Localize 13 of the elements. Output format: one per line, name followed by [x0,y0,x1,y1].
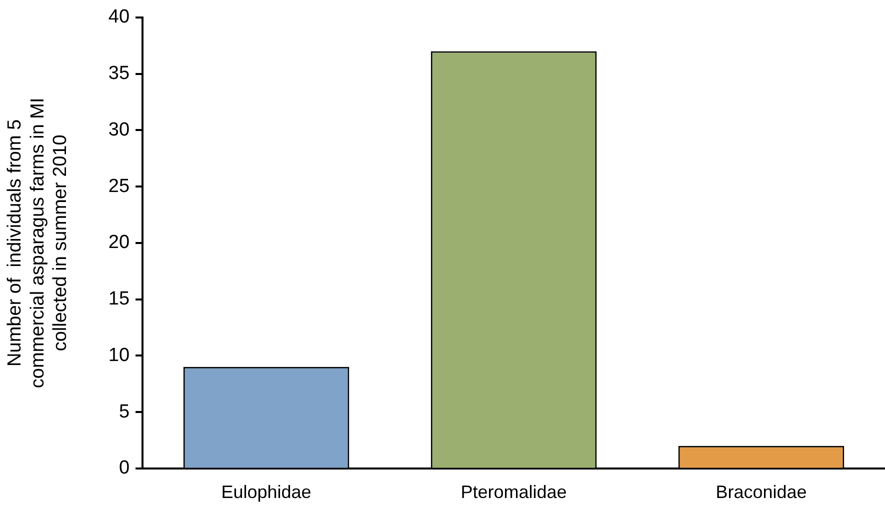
y-tick-label: 5 [118,401,130,422]
x-tick-label: Eulophidae [221,482,312,502]
y-tick-label: 40 [108,6,130,28]
y-tick-label: 35 [108,63,130,84]
y-axis-title: Number of individuals from 5 commercial asparagus farms in MI collected in summer 2010 [4,98,72,388]
y-tick-label: 20 [108,232,130,254]
y-tick-label: 15 [108,288,130,310]
x-tick-label: Pteromalidae [460,482,567,502]
x-tick-label: Braconidae [716,482,807,502]
y-tick-label: 25 [108,176,130,197]
y-tick-label: 10 [108,344,130,366]
y-tick-label: 30 [108,119,130,140]
y-tick-label: 0 [118,458,130,479]
